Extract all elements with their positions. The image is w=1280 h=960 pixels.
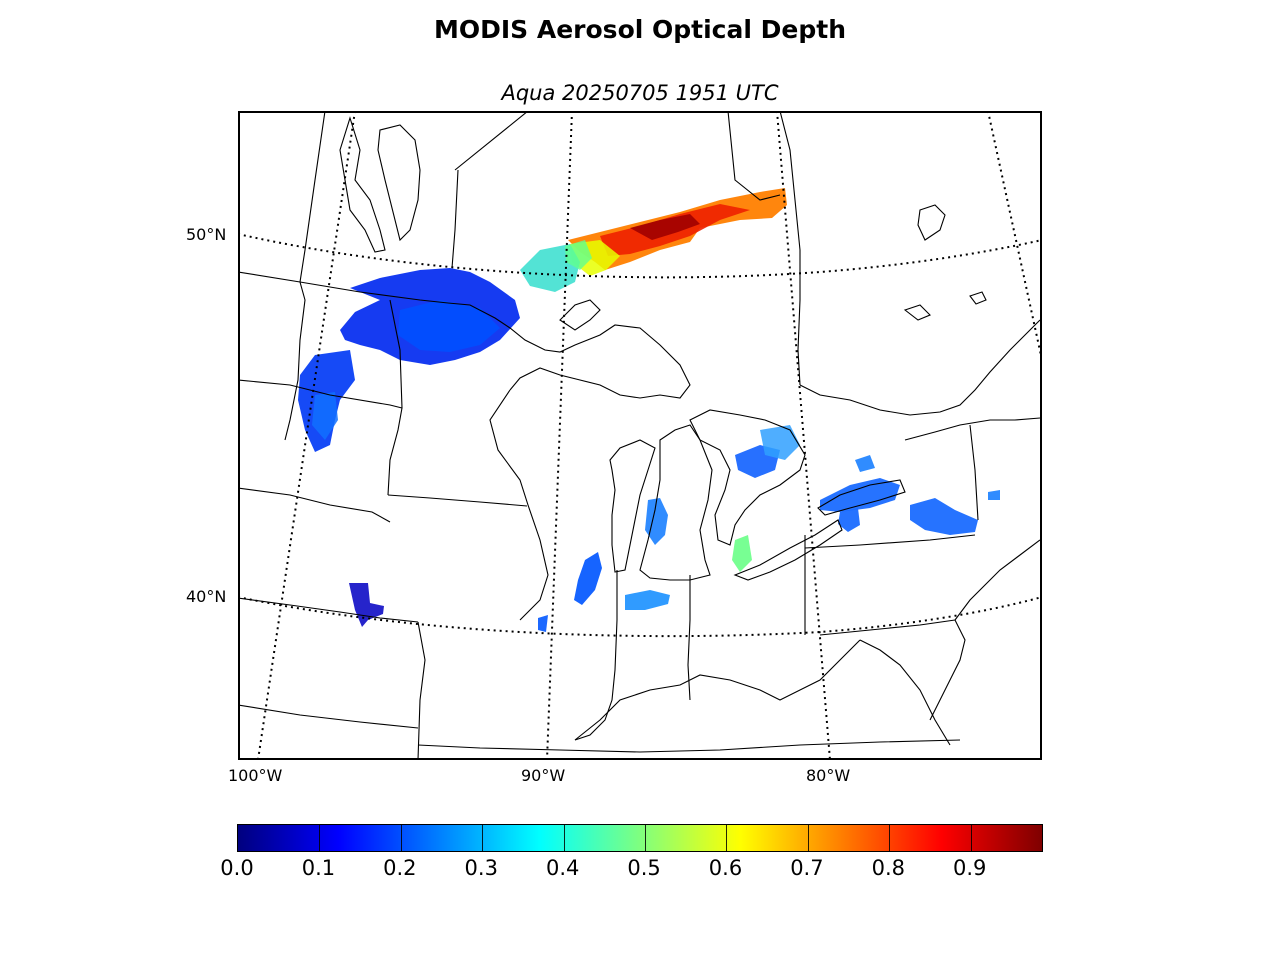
colorbar-tick-label: 0.2: [383, 856, 417, 880]
lake-winnipegosis: [377, 124, 421, 242]
colorbar-tick-label: 0.0: [220, 856, 254, 880]
wv-va-border: [859, 639, 951, 746]
nd-mn-border: [284, 281, 306, 441]
meridian-90w: [546, 113, 573, 758]
michigan-green-aod: [732, 535, 752, 572]
lake-michigan: [609, 439, 656, 573]
aod-layer: [298, 188, 1000, 632]
meridian-100w: [257, 113, 356, 758]
map-canvas: [240, 113, 1040, 758]
graticule-layer: [240, 113, 1040, 758]
ohio-river: [574, 639, 861, 741]
mn-wi-border: [489, 389, 549, 621]
colorbar-tick: [482, 825, 484, 851]
colorbar-tick-label: 0.4: [545, 856, 580, 880]
nd-aod-lighter: [312, 392, 338, 440]
ne-line: [240, 487, 391, 523]
us-canada-east: [904, 417, 1040, 441]
parallel-50n: [240, 233, 1040, 279]
manitoba-ontario: [451, 169, 459, 269]
ok-line: [240, 704, 419, 729]
ia-mo-border: [387, 494, 528, 507]
colorbar-tick-label: 0.1: [301, 856, 336, 880]
il-small-aod: [538, 615, 548, 632]
parallel-40n: [240, 596, 1040, 638]
pa-ny-border: [804, 534, 976, 549]
ny-small-aod: [988, 490, 1000, 500]
colorbar-tick: [970, 825, 972, 851]
illinois-indiana-low-aod: [574, 552, 602, 605]
colorbar-tick: [319, 825, 321, 851]
nj-coast: [929, 619, 966, 721]
michigan-cyan-aod: [760, 425, 800, 460]
md-pa-line: [819, 619, 956, 636]
mo-ar-border: [417, 621, 426, 758]
lake-erie-east-aod: [838, 508, 860, 532]
lake-ontario-low-aod: [820, 478, 900, 512]
colorbar-tick-label: 0.8: [871, 856, 906, 880]
colorbar-tick-label: 0.7: [790, 856, 824, 880]
ontario-small-aod: [855, 455, 875, 472]
meridian-80w: [776, 113, 831, 758]
indiana-aod: [625, 590, 670, 610]
sd-line: [240, 379, 403, 409]
il-in-border: [574, 570, 618, 741]
hudson-bay-coast: [727, 113, 781, 201]
colorbar-tick-label: 0.6: [708, 856, 743, 880]
longitude-label-80w: 80°W: [806, 766, 851, 785]
boundaries-layer: [240, 113, 1040, 758]
longitude-label-90w: 90°W: [521, 766, 566, 785]
colorbar-tick: [807, 825, 809, 851]
ny-aod: [910, 498, 978, 535]
colorbar-tick: [400, 825, 402, 851]
swath-dark-red: [630, 214, 700, 240]
ks-line: [240, 597, 419, 623]
colorbar-tick-label: 0.3: [464, 856, 498, 880]
nebraska-kansas-low-aod: [349, 583, 384, 627]
michigan-lower-peninsula: [639, 424, 713, 581]
lake-ontario: [817, 479, 906, 516]
colorbar-tick: [889, 825, 891, 851]
latitude-label-50n: 50°N: [186, 225, 227, 244]
lake-winnipeg: [339, 116, 386, 253]
meridian-70w: [987, 113, 1040, 356]
us-canada-border: [240, 271, 449, 304]
colorbar: [237, 824, 1043, 852]
map-panel: [238, 111, 1042, 760]
quebec-lake-2: [903, 304, 931, 321]
colorbar-tick: [563, 825, 565, 851]
colorbar-tick: [726, 825, 728, 851]
east-coast: [954, 539, 1040, 621]
colorbar-tick: [645, 825, 647, 851]
lake-huron: [689, 409, 806, 546]
longitude-label-100w: 100°W: [228, 766, 283, 785]
chart-subtitle: Aqua 20250705 1951 UTC: [501, 81, 779, 105]
quebec-ontario: [799, 319, 1040, 416]
james-bay-coast: [779, 113, 801, 386]
colorbar-tick-label: 0.9: [953, 856, 987, 880]
sask-manitoba: [299, 113, 326, 283]
quebec-small-lake: [969, 291, 987, 305]
superior-shore-aod: [398, 300, 500, 352]
lake-nipigon: [559, 299, 601, 331]
in-oh-border: [687, 575, 691, 701]
lake-erie: [733, 519, 843, 581]
lower-michigan-low-aod: [645, 498, 668, 545]
ky-tn-border: [417, 739, 961, 753]
chart-title: MODIS Aerosol Optical Depth: [433, 15, 846, 44]
latitude-label-40n: 40°N: [186, 587, 227, 606]
swath-green-patch: [565, 240, 592, 270]
colorbar-gradient: [238, 825, 1042, 851]
lake-superior: [447, 302, 691, 399]
ny-vt-border: [969, 424, 979, 521]
colorbar-tick-label: 0.5: [627, 856, 661, 880]
mn-ia-border: [387, 299, 403, 496]
quebec-lakes: [917, 204, 946, 241]
hudson-line: [454, 113, 527, 171]
